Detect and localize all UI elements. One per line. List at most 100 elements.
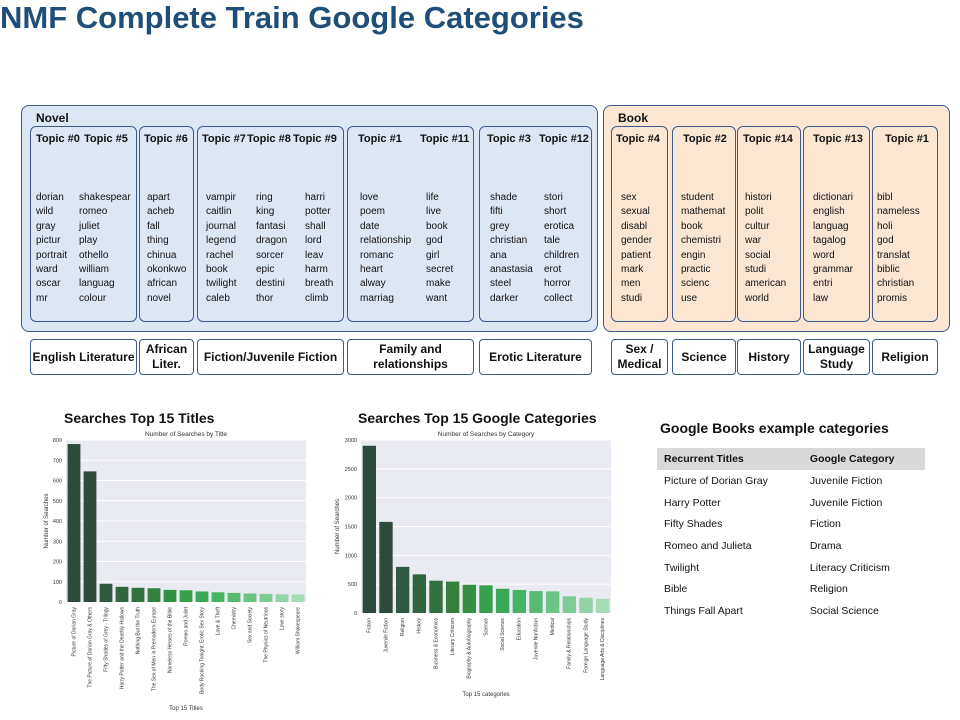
- bar: [596, 598, 610, 613]
- topic-box-fiction: Topic #7 vampir caitlin journal legend rachel…: [197, 126, 344, 322]
- topic-word: life: [426, 192, 439, 203]
- topic-label: Topic #13: [813, 133, 863, 145]
- topic-word: christian: [877, 278, 915, 290]
- bar: [379, 521, 393, 613]
- topic-word: play: [79, 235, 98, 247]
- topic-word: dorian: [36, 192, 64, 203]
- topic-box-erotic: Topic #3 shade fifti grey christian ana anasta…: [479, 126, 592, 322]
- x-tick-label: Chemistry: [231, 607, 237, 630]
- topic-word: polit: [745, 206, 764, 218]
- topic-word: word: [813, 249, 835, 261]
- topic-word: legend: [206, 235, 237, 247]
- category-label: Science: [672, 339, 736, 375]
- category-label: History: [737, 339, 801, 375]
- topic-word: dictionari: [813, 192, 854, 203]
- x-tick-label: William Shakespeare: [295, 607, 301, 654]
- x-tick-label: Biography & Autobiography: [467, 618, 473, 679]
- topic-word: men: [621, 278, 641, 290]
- bar: [579, 597, 593, 613]
- bar: [496, 588, 510, 613]
- book-group-label: Book: [618, 111, 648, 125]
- topic-word: god: [877, 235, 894, 247]
- topic-label: Topic #3: [487, 133, 531, 145]
- bar: [429, 580, 443, 613]
- topic-label: Topic #9: [293, 133, 337, 145]
- bar: [195, 591, 209, 602]
- recurrent-title-cell: Harry Potter: [664, 496, 721, 509]
- recurrent-title-cell: Fifty Shades: [664, 518, 723, 531]
- x-tick-label: Religion: [400, 618, 406, 636]
- topic-word: translat: [877, 249, 910, 261]
- bar: [83, 471, 97, 602]
- topic-word-list: love poem date relationship romanc heart alway…: [360, 191, 411, 306]
- topic-word-list: bibl nameless holi god translat biblic christi…: [877, 191, 920, 306]
- table-row: Fifty Shades Fiction: [657, 513, 925, 535]
- page-title: NMF Complete Train Google Categories: [0, 0, 584, 35]
- x-tick-label: The Sex of Men in Premodern Europe: [151, 607, 157, 691]
- topic-word: entri: [813, 278, 833, 290]
- topic-word: fall: [147, 220, 160, 232]
- x-tick-label: History: [417, 618, 423, 634]
- topic-word: apart: [147, 192, 170, 203]
- topic-label: Topic #11: [420, 133, 470, 145]
- topic-word: potter: [305, 206, 331, 218]
- topic-word-list: shakespear romeo juliet play othello william l…: [79, 191, 131, 306]
- x-tick-label: Language Arts & Disciplines: [600, 618, 606, 681]
- x-tick-label: Nameless Heroes of the Bible: [167, 607, 173, 673]
- topic-word: alway: [360, 278, 386, 290]
- bar: [211, 592, 225, 602]
- topic-word: caitlin: [206, 206, 232, 218]
- bar: [412, 574, 426, 613]
- y-tick-label: 300: [53, 539, 62, 545]
- topic-label: Topic #1: [358, 133, 402, 145]
- y-tick-label: 600: [53, 479, 62, 485]
- bar: [99, 583, 113, 602]
- topic-word: collect: [544, 292, 573, 304]
- topic-word: harri: [305, 192, 326, 203]
- topic-word: relationship: [360, 235, 412, 247]
- topic-box-english: Topic #0 dorian wild gray pictur portrait ward…: [30, 126, 137, 322]
- topic-word: book: [681, 220, 703, 232]
- y-axis-label: Number of Searches: [44, 493, 50, 548]
- chart-title: Number of Searches by Category: [438, 431, 535, 438]
- topic-label: Topic #8: [247, 133, 291, 145]
- y-tick-label: 3000: [345, 438, 357, 444]
- category-label: English Literature: [30, 339, 137, 375]
- topic-word: romanc: [360, 249, 394, 261]
- topic-word: book: [206, 264, 228, 276]
- topic-word: marriag: [360, 292, 394, 304]
- y-tick-label: 1000: [345, 553, 357, 559]
- topic-word: ring: [256, 192, 273, 203]
- topic-word: god: [426, 235, 443, 247]
- column-header-titles: Recurrent Titles: [657, 448, 803, 470]
- topic-word: mark: [621, 264, 644, 276]
- topic-word: nameless: [877, 206, 920, 218]
- topic-word-list: sex sexual disabl gender patient mark men studi: [621, 191, 652, 306]
- x-tick-label: Juvenile Fiction: [383, 618, 389, 653]
- topic-word: romeo: [79, 206, 108, 218]
- topic-word-list: apart acheb fall thing chinua okonkwo african n…: [147, 191, 186, 306]
- y-tick-label: 1500: [345, 525, 357, 531]
- y-tick-label: 0: [354, 611, 357, 617]
- topic-word: grammar: [813, 264, 854, 276]
- y-tick-label: 500: [53, 499, 62, 505]
- google-category-cell: Fiction: [809, 518, 841, 531]
- bar: [512, 589, 526, 613]
- categories-bar-chart: 0 500 1000 1500 2000 2500 3000 Fiction Juvenile …: [335, 431, 611, 698]
- topic-word-list: harri potter shall lord leav harm breath climb: [305, 191, 333, 306]
- topic-word: shakespear: [79, 192, 131, 203]
- table-header-row: Recurrent Titles Google Category: [657, 448, 925, 470]
- topic-label: Topic #7: [202, 133, 246, 145]
- y-tick-label: 700: [53, 458, 62, 464]
- topic-word: portrait: [36, 249, 68, 261]
- topic-word: fantasi: [256, 220, 286, 232]
- recurrent-title-cell: Twilight: [664, 561, 700, 574]
- bar: [131, 587, 145, 602]
- y-tick-label: 400: [53, 519, 62, 525]
- topic-word: war: [745, 235, 762, 247]
- category-label: Language Study: [803, 339, 870, 375]
- x-tick-label: Love story: [279, 607, 285, 631]
- bar: [362, 445, 376, 613]
- topic-word: engin: [681, 249, 706, 261]
- x-tick-label: Sex and Society: [247, 607, 253, 644]
